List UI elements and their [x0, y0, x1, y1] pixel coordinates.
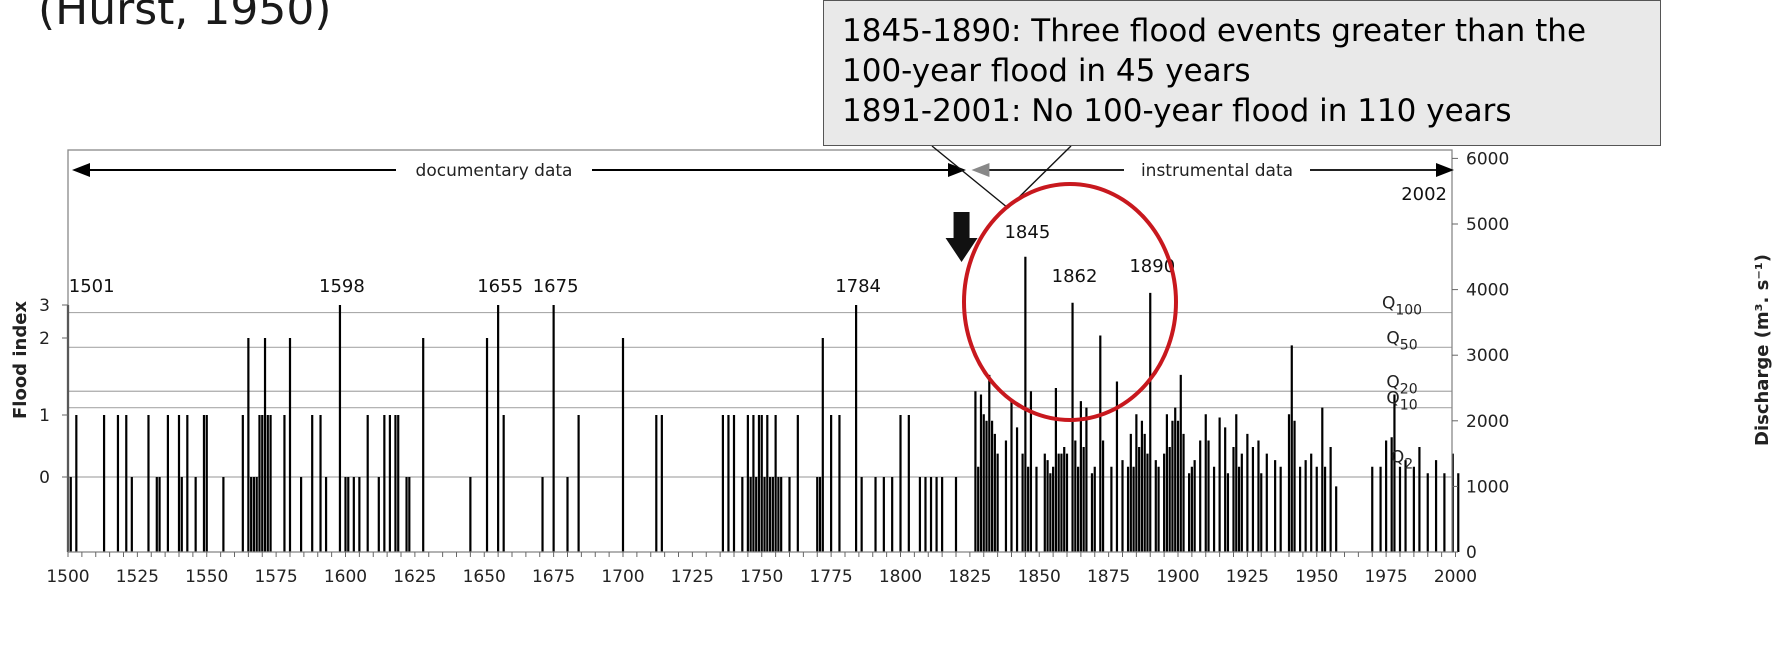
instrumental-label: instrumental data: [1141, 161, 1293, 181]
annotation-box: 1845-1890: Three flood events greater th…: [823, 0, 1661, 146]
right-tick-label-2000: 2000: [1466, 412, 1509, 432]
right-tick-label-1000: 1000: [1466, 477, 1509, 497]
threshold-label-q20: Q20: [1386, 372, 1417, 397]
right-tick-label-0: 0: [1466, 543, 1477, 563]
x-axis: 1500 1525 1550 1575 1600 1625 1650 1675 1700 1725…: [46, 552, 1477, 587]
period-arrows: documentary data instrumental data: [72, 158, 1454, 262]
x-tick-label-1675: 1675: [532, 567, 575, 587]
x-tick-label-1800: 1800: [879, 567, 922, 587]
end-year-label: 2002: [1401, 184, 1447, 205]
x-tick-label-1700: 1700: [601, 567, 644, 587]
threshold-label-q2: Q2: [1391, 448, 1413, 473]
right-tick-label-6000: 6000: [1466, 149, 1509, 169]
left-tick-label-0: 0: [39, 468, 50, 488]
left-tick-label-3: 3: [39, 296, 50, 316]
x-tick-label-1650: 1650: [463, 567, 506, 587]
documentary-arrow-left-head: [72, 163, 90, 177]
x-tick-label-1550: 1550: [185, 567, 228, 587]
plot-frame: [67, 149, 1453, 553]
instrumental-arrow-left-head: [971, 163, 990, 177]
x-tick-label-1850: 1850: [1018, 567, 1061, 587]
right-axis: 0 1000 2000 3000 4000 5000 6000 Discharge (m³. …: [1452, 149, 1773, 563]
x-tick-label-1925: 1925: [1226, 567, 1269, 587]
instrumental-arrow-right-head: [1436, 163, 1454, 177]
threshold-label-q10: Q10: [1386, 389, 1417, 414]
x-tick-label-1600: 1600: [324, 567, 367, 587]
x-tick-label-1525: 1525: [116, 567, 159, 587]
peak-label-1598: 1598: [319, 276, 365, 297]
threshold-lines: [68, 311, 1452, 478]
x-tick-label-1625: 1625: [393, 567, 436, 587]
x-tick-label-1900: 1900: [1156, 567, 1199, 587]
instrumental-bars: [974, 256, 1460, 552]
x-tick-label-1750: 1750: [740, 567, 783, 587]
documentary-bars: [66, 305, 958, 552]
x-tick-label-1500: 1500: [46, 567, 89, 587]
peak-label-1890: 1890: [1129, 256, 1175, 277]
documentary-label-bg: [396, 158, 592, 182]
x-tick-label-1825: 1825: [948, 567, 991, 587]
right-tick-label-3000: 3000: [1466, 346, 1509, 366]
x-tick-label-1875: 1875: [1087, 567, 1130, 587]
frame-rect: [67, 149, 1453, 553]
left-tick-label-1: 1: [39, 406, 50, 426]
peak-label-1655: 1655: [477, 276, 523, 297]
callout-line-left: [931, 145, 1009, 209]
transition-down-arrow: [945, 212, 978, 262]
right-tick-label-4000: 4000: [1466, 281, 1509, 301]
x-tick-label-1975: 1975: [1364, 567, 1407, 587]
left-axis: 0 1 2 3 Flood index: [10, 296, 68, 488]
documentary-label: documentary data: [416, 161, 573, 181]
peak-label-1784: 1784: [835, 276, 881, 297]
peak-label-1501: 1501: [69, 276, 115, 297]
highlight-circle: [962, 182, 1178, 422]
left-tick-label-2: 2: [39, 329, 50, 349]
threshold-label-q50: Q50: [1386, 328, 1417, 353]
annotation-line-1: 1845-1890: Three flood events greater th…: [842, 13, 1587, 49]
annotation-line-2: 100-year flood in 45 years: [842, 53, 1251, 89]
left-axis-title: Flood index: [10, 301, 31, 419]
documentary-arrow-right-head: [948, 163, 966, 177]
peak-label-1845: 1845: [1004, 222, 1050, 243]
threshold-label-q100: Q100: [1382, 294, 1422, 319]
x-tick-label-1575: 1575: [254, 567, 297, 587]
citation-text: (Hurst, 1950): [38, 0, 332, 35]
right-tick-label-5000: 5000: [1466, 215, 1509, 235]
x-tick-label-1950: 1950: [1295, 567, 1338, 587]
annotation-line-3: 1891-2001: No 100-year flood in 110 year…: [842, 93, 1512, 129]
peak-label-1862: 1862: [1052, 266, 1098, 287]
callout-lines: [931, 145, 1178, 422]
x-tick-label-2000: 2000: [1434, 567, 1477, 587]
instrumental-label-bg: [1124, 158, 1310, 182]
x-tick-label-1775: 1775: [809, 567, 852, 587]
peak-label-1675: 1675: [533, 276, 579, 297]
x-tick-label-1725: 1725: [671, 567, 714, 587]
peak-labels: 1501 1598 1655 1675 1784 1845 1862 1890 2002: [69, 184, 1447, 297]
right-axis-title: Discharge (m³. s⁻¹): [1752, 254, 1773, 446]
